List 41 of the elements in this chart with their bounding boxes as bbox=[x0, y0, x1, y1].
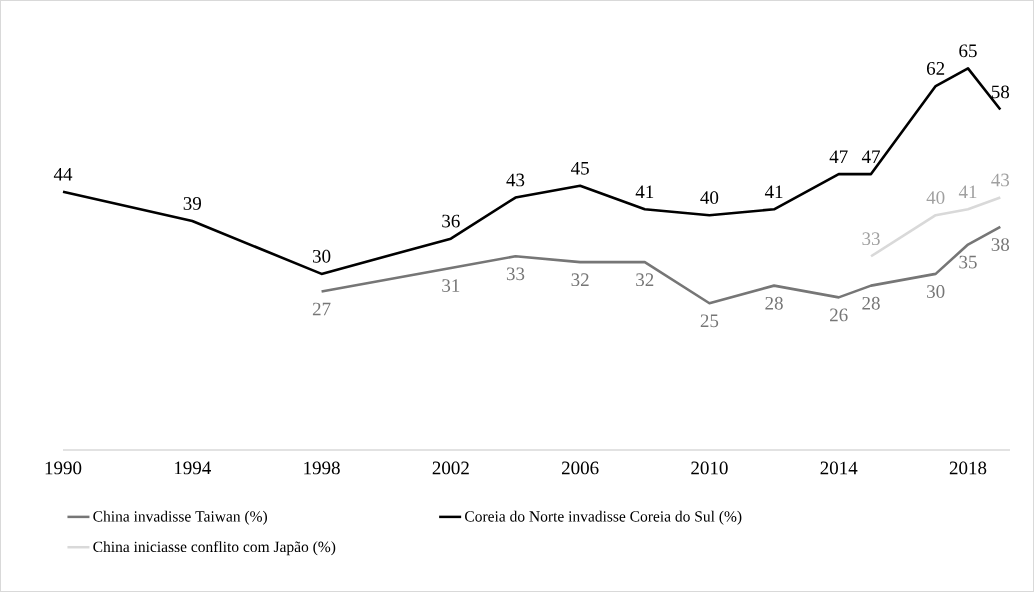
x-tick-label: 2010 bbox=[691, 461, 728, 475]
data-label: 32 bbox=[571, 273, 589, 287]
data-label: 62 bbox=[926, 62, 945, 75]
x-tick-label: 1994 bbox=[174, 461, 211, 475]
data-label: 39 bbox=[183, 197, 202, 210]
data-label: 33 bbox=[506, 267, 525, 281]
data-label: 28 bbox=[862, 296, 880, 310]
data-label: 35 bbox=[959, 255, 977, 269]
data-label: 25 bbox=[700, 314, 719, 328]
data-label: 26 bbox=[830, 308, 848, 322]
data-label: 44 bbox=[53, 168, 73, 181]
data-label: 58 bbox=[991, 85, 1010, 99]
legend-label: China invadisse Taiwan (%) bbox=[93, 510, 267, 525]
data-label: 65 bbox=[959, 44, 977, 58]
legend-label: China iniciasse conflito com Japão (%) bbox=[93, 541, 336, 556]
x-tick-label: 1990 bbox=[45, 461, 82, 475]
x-tick-label: 2002 bbox=[432, 461, 469, 475]
data-label: 33 bbox=[862, 232, 880, 246]
data-label: 30 bbox=[312, 249, 331, 263]
x-tick-label: 2014 bbox=[820, 461, 858, 475]
data-label: 41 bbox=[635, 185, 654, 199]
data-label: 43 bbox=[991, 173, 1010, 187]
x-tick-label: 1998 bbox=[304, 461, 340, 475]
data-label: 38 bbox=[991, 238, 1010, 251]
data-label: 31 bbox=[442, 279, 460, 292]
data-label: 41 bbox=[958, 185, 977, 199]
data-label: 47 bbox=[861, 150, 880, 163]
data-label: 30 bbox=[927, 285, 945, 298]
data-label: 43 bbox=[506, 173, 525, 187]
data-label: 47 bbox=[829, 150, 848, 163]
data-label: 28 bbox=[765, 296, 783, 310]
data-label: 40 bbox=[700, 191, 719, 204]
data-label: 45 bbox=[571, 161, 589, 175]
data-label: 40 bbox=[926, 191, 945, 204]
data-label: 41 bbox=[764, 185, 783, 199]
data-label: 27 bbox=[312, 302, 331, 316]
data-label: 32 bbox=[636, 273, 654, 287]
legend-label: Coreia do Norte invadisse Coreia do Sul (%) bbox=[465, 510, 742, 525]
x-tick-label: 2006 bbox=[561, 461, 599, 475]
x-tick-label: 2018 bbox=[949, 461, 987, 475]
data-label: 36 bbox=[442, 214, 460, 228]
